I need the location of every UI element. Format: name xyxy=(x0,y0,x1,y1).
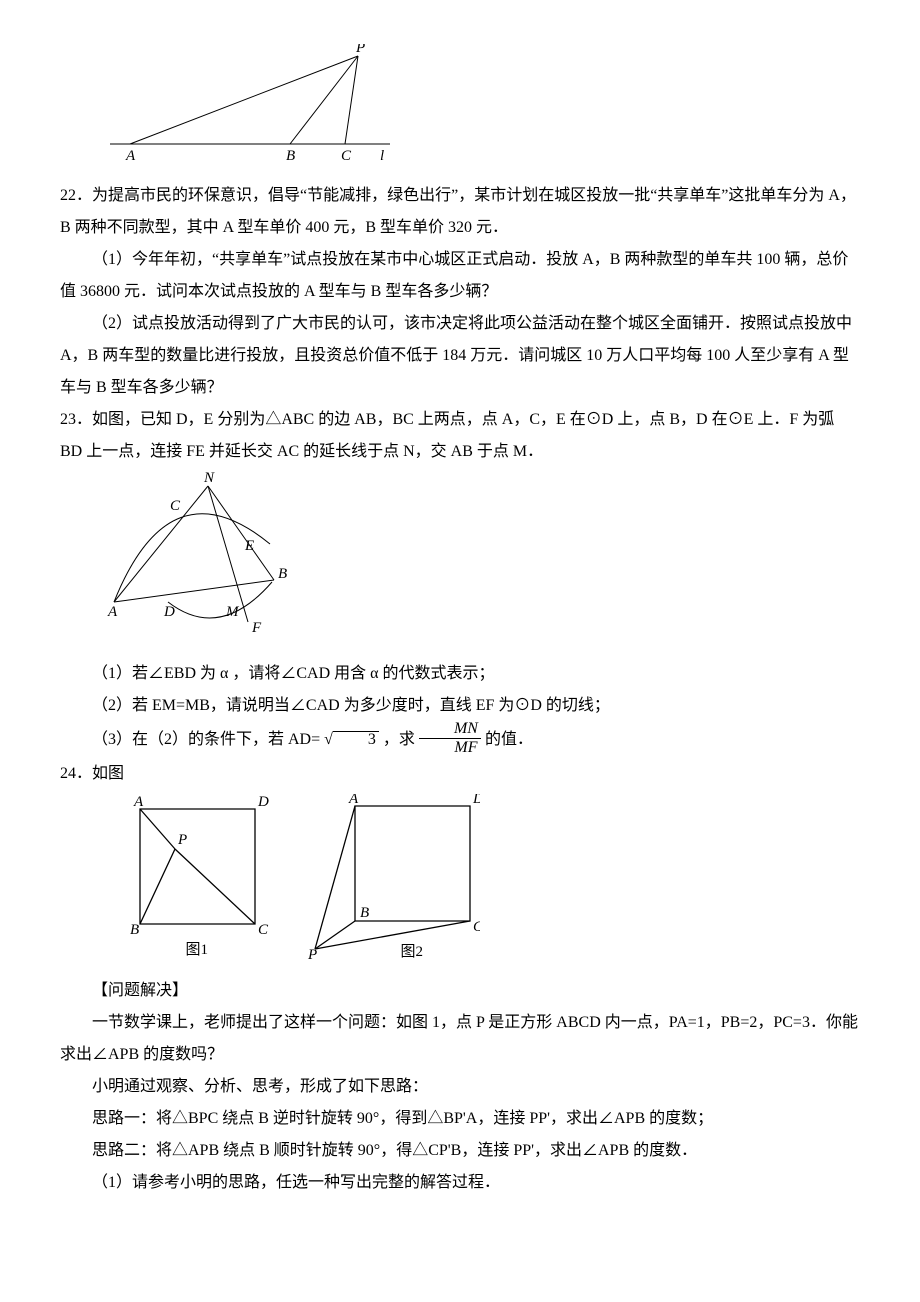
svg-text:B: B xyxy=(278,566,287,582)
q24-p2: 小明通过观察、分析、思考，形成了如下思路： xyxy=(60,1071,860,1103)
svg-text:B: B xyxy=(130,922,139,938)
svg-circles-q23: N C A D M B E F xyxy=(100,472,300,642)
figure-triangle-pabc: A B C Pl xyxy=(100,44,860,176)
q23-p3c: 的值． xyxy=(485,731,533,748)
svg-text:N: N xyxy=(203,472,215,486)
figure-circles-q23: N C A D M B E F xyxy=(100,472,860,654)
svg-text:D: D xyxy=(163,604,175,620)
q23-part1: （1）若∠EBD 为 α ，请将∠CAD 用含 α 的代数式表示； xyxy=(60,658,860,690)
q23-intro: 23．如图，已知 D，E 分别为△ABC 的边 AB，BC 上两点，点 A，C，… xyxy=(60,404,860,468)
q24-figures-row: A D B C P 图1 A D B C P 图2 xyxy=(120,794,860,971)
svg-text:图2: 图2 xyxy=(401,943,424,959)
svg-text:A: A xyxy=(133,794,144,810)
q24-p3: 思路一：将△BPC 绕点 B 逆时针旋转 90°，得到△BP'A，连接 PP'，… xyxy=(60,1103,860,1135)
svg-text:图1: 图1 xyxy=(186,941,209,958)
svg-text:P: P xyxy=(355,44,365,56)
sqrt-value: 3 xyxy=(333,731,379,748)
svg-text:P: P xyxy=(307,947,317,959)
svg-text:A: A xyxy=(125,148,136,164)
q24-title: 24．如图 xyxy=(60,758,860,790)
q22-intro: 22．为提高市民的环保意识，倡导“节能减排，绿色出行”，某市计划在城区投放一批“… xyxy=(60,180,860,244)
q23-part3: （3）在（2）的条件下，若 AD= √3 ，求 MN MF 的值． xyxy=(60,722,860,758)
svg-text:D: D xyxy=(472,794,480,807)
svg-text:C: C xyxy=(473,919,480,935)
frac-den: MF xyxy=(419,739,481,757)
q24-section: 【问题解决】 xyxy=(60,975,860,1007)
q22-part2: （2）试点投放活动得到了广大市民的认可，该市决定将此项公益活动在整个城区全面铺开… xyxy=(60,308,860,404)
fraction-mn-mf: MN MF xyxy=(419,720,481,756)
q23-part2: （2）若 EM=MB，请说明当∠CAD 为多少度时，直线 EF 为⊙D 的切线； xyxy=(60,690,860,722)
svg-text:A: A xyxy=(107,604,118,620)
svg-text:B: B xyxy=(360,905,369,921)
figure-square-2: A D B C P 图2 xyxy=(300,794,480,971)
svg-text:P: P xyxy=(177,832,187,848)
svg-text:C: C xyxy=(341,148,352,164)
q24-p1: 一节数学课上，老师提出了这样一个问题：如图 1，点 P 是正方形 ABCD 内一… xyxy=(60,1007,860,1071)
q23-p3a: （3）在（2）的条件下，若 AD= xyxy=(92,731,324,748)
svg-text:C: C xyxy=(258,922,269,938)
svg-triangle-pabc: A B C Pl xyxy=(100,44,400,164)
figure-square-1: A D B C P 图1 xyxy=(120,794,270,971)
q22-part1: （1）今年年初，“共享单车”试点投放在某市中心城区正式启动．投放 A，B 两种款… xyxy=(60,244,860,308)
svg-text:B: B xyxy=(286,148,295,164)
q23-p3b: ，求 xyxy=(383,731,419,748)
svg-text:M: M xyxy=(225,604,240,620)
svg-text:A: A xyxy=(348,794,359,807)
svg-text:D: D xyxy=(257,794,269,810)
svg-text:l: l xyxy=(380,148,384,164)
svg-text:F: F xyxy=(251,620,262,636)
frac-num: MN xyxy=(419,720,481,739)
svg-text:E: E xyxy=(244,538,254,554)
q24-p4: 思路二：将△APB 绕点 B 顺时针旋转 90°，得△CP'B，连接 PP'，求… xyxy=(60,1135,860,1167)
svg-text:C: C xyxy=(170,498,181,514)
sqrt-symbol: √ xyxy=(324,731,333,748)
q24-p5: （1）请参考小明的思路，任选一种写出完整的解答过程． xyxy=(60,1167,860,1199)
